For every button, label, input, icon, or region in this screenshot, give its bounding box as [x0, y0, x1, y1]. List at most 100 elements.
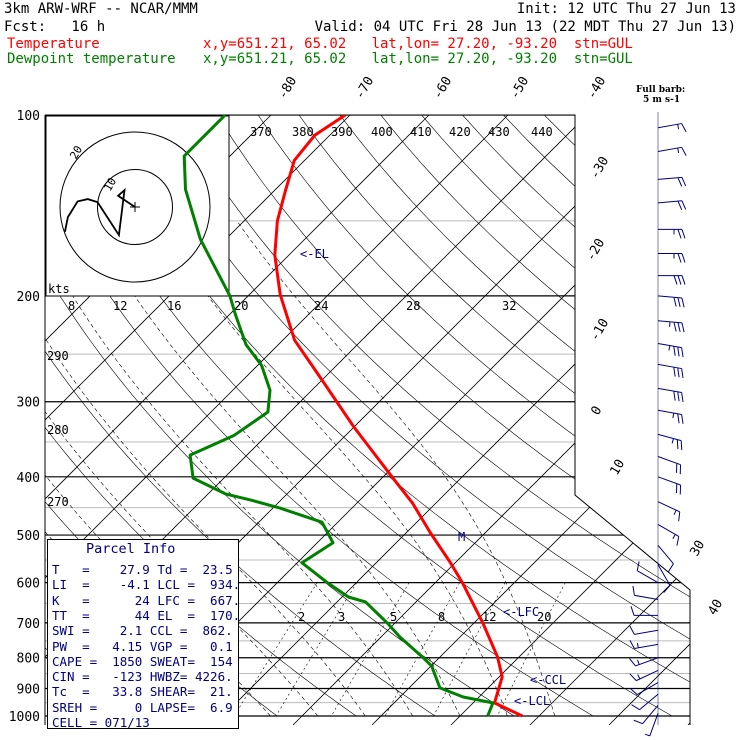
pressure-tick-label: 200	[17, 290, 40, 305]
isotherm-label: -70	[352, 74, 377, 102]
theta-e-label: 390	[331, 125, 353, 139]
dry-adiabat	[544, 115, 690, 717]
moist-adiabat	[45, 220, 366, 717]
dewpoint-line	[182, 115, 495, 717]
mixing-ratio-label: 12	[482, 610, 496, 624]
wind-barb	[658, 252, 686, 263]
lcl-marker: <-LCL	[514, 694, 550, 708]
wind-barb	[629, 657, 659, 667]
parcel-info-row: CELL = 071/13	[52, 715, 150, 730]
wind-barb	[657, 433, 683, 451]
parcel-info-row: T = 27.9 Td = 23.5	[52, 562, 233, 577]
isotherm-label: -80	[275, 74, 300, 102]
theta-e-label: 430	[488, 125, 510, 139]
wind-barb	[657, 176, 687, 187]
dry-adiabat	[176, 115, 690, 717]
parcel-info-row: CIN = -123 HWBZ= 4226.	[52, 669, 233, 685]
pressure-tick-label: 100	[17, 109, 40, 124]
isotherm	[529, 115, 690, 725]
barb-note-units: 5 m s-1	[643, 95, 681, 105]
hodograph-box	[45, 115, 230, 297]
init-time: Init: 12 UTC Thu 27 Jun 13	[516, 1, 736, 17]
freezing-level-marker: M	[458, 530, 465, 544]
wind-barb	[657, 320, 685, 333]
moist-adiabat	[236, 220, 556, 717]
mixing-ratio-label: 16	[167, 299, 181, 313]
moist-adiabat	[155, 220, 508, 717]
wind-barb	[657, 564, 671, 593]
wind-barb	[657, 476, 682, 495]
dry-adiabat	[503, 115, 690, 717]
mixing-ratio-label: 3	[338, 610, 345, 624]
mixing-ratio-label: 28	[406, 299, 420, 313]
wind-barb	[629, 639, 659, 650]
mixing-ratio-label: 32	[502, 299, 516, 313]
plot-frame	[45, 114, 691, 725]
ccl-marker: <-CCL	[530, 673, 566, 687]
theta-e-label: 410	[410, 125, 432, 139]
dry-adiabat	[380, 115, 690, 717]
mixing-ratio-label: 8	[68, 299, 75, 313]
dry-adiabat	[298, 115, 690, 717]
isotherm	[450, 115, 690, 725]
wind-barb	[657, 123, 687, 133]
wind-barb	[657, 343, 684, 358]
pressure-tick-label: 800	[17, 652, 40, 667]
hodograph-ring-10	[97, 169, 173, 245]
isotherm	[687, 115, 690, 725]
kts-label: kts	[48, 282, 70, 296]
wind-barb	[657, 409, 684, 424]
el-marker: <-EL	[300, 247, 329, 261]
parcel-info-panel: Parcel Info T = 27.9 Td = 23.5 LI = -4.1 …	[47, 539, 241, 730]
wind-barb	[629, 670, 659, 682]
wind-barb	[636, 561, 659, 584]
mixing-ratio-line	[331, 582, 410, 717]
wind-barb	[657, 501, 681, 522]
wind-barb	[633, 704, 659, 725]
temperature-location: x,y=651.21, 65.02 lat,lon= 27.20, -93.20…	[203, 36, 633, 52]
wind-barb	[629, 682, 659, 696]
wind-barb	[632, 585, 659, 600]
mixing-ratio-line	[384, 582, 460, 717]
isotherm	[45, 115, 509, 725]
mixing-ratio-line	[497, 582, 566, 717]
isotherm-label: 40	[705, 597, 726, 618]
parcel-info-row: SWI = 2.1 CCL = 862.	[52, 623, 233, 639]
hodograph-ring-20	[59, 131, 211, 283]
forecast-hour: Fcst: 16 h	[4, 19, 106, 35]
theta-e-label: 440	[531, 125, 553, 139]
hodograph-trace	[64, 187, 136, 238]
dry-adiabat	[94, 115, 690, 717]
isotherm	[45, 115, 430, 725]
wind-barb	[629, 625, 659, 635]
isotherm-label: -60	[430, 74, 455, 102]
pressure-tick-label: 900	[17, 682, 40, 697]
isotherm-label: 30	[687, 538, 708, 559]
wind-barb	[657, 363, 684, 379]
dry-adiabat	[45, 115, 515, 717]
theta-e-label: 370	[250, 125, 272, 139]
dry-adiabat	[257, 115, 690, 717]
parcel-info-row: TT = 44 EL = 170.	[52, 607, 241, 623]
mixing-ratio-label: 5	[390, 610, 397, 624]
wind-barb	[631, 693, 659, 711]
isotherm-label: -50	[507, 74, 532, 102]
dry-adiabat-label: 280	[47, 423, 69, 437]
parcel-info-title: Parcel Info	[86, 541, 176, 557]
theta-e-label: 400	[371, 125, 393, 139]
mixing-ratio-label: 12	[113, 299, 127, 313]
theta-e-label: 420	[449, 125, 471, 139]
isotherm-label: 0	[588, 404, 605, 418]
dewpoint-legend: Dewpoint temperature	[7, 51, 176, 67]
dry-adiabat	[53, 115, 673, 717]
dry-adiabat	[708, 115, 740, 716]
wind-barb	[630, 606, 658, 616]
dry-adiabat-label: 270	[47, 495, 69, 509]
mixing-ratio-line	[233, 582, 318, 717]
isotherm	[213, 115, 690, 725]
wind-barb	[657, 200, 687, 210]
mixing-ratio-label: 20	[537, 610, 551, 624]
parcel-info-row: LI = -4.1 LCL = 934.	[52, 577, 241, 593]
wind-barb	[657, 544, 674, 573]
